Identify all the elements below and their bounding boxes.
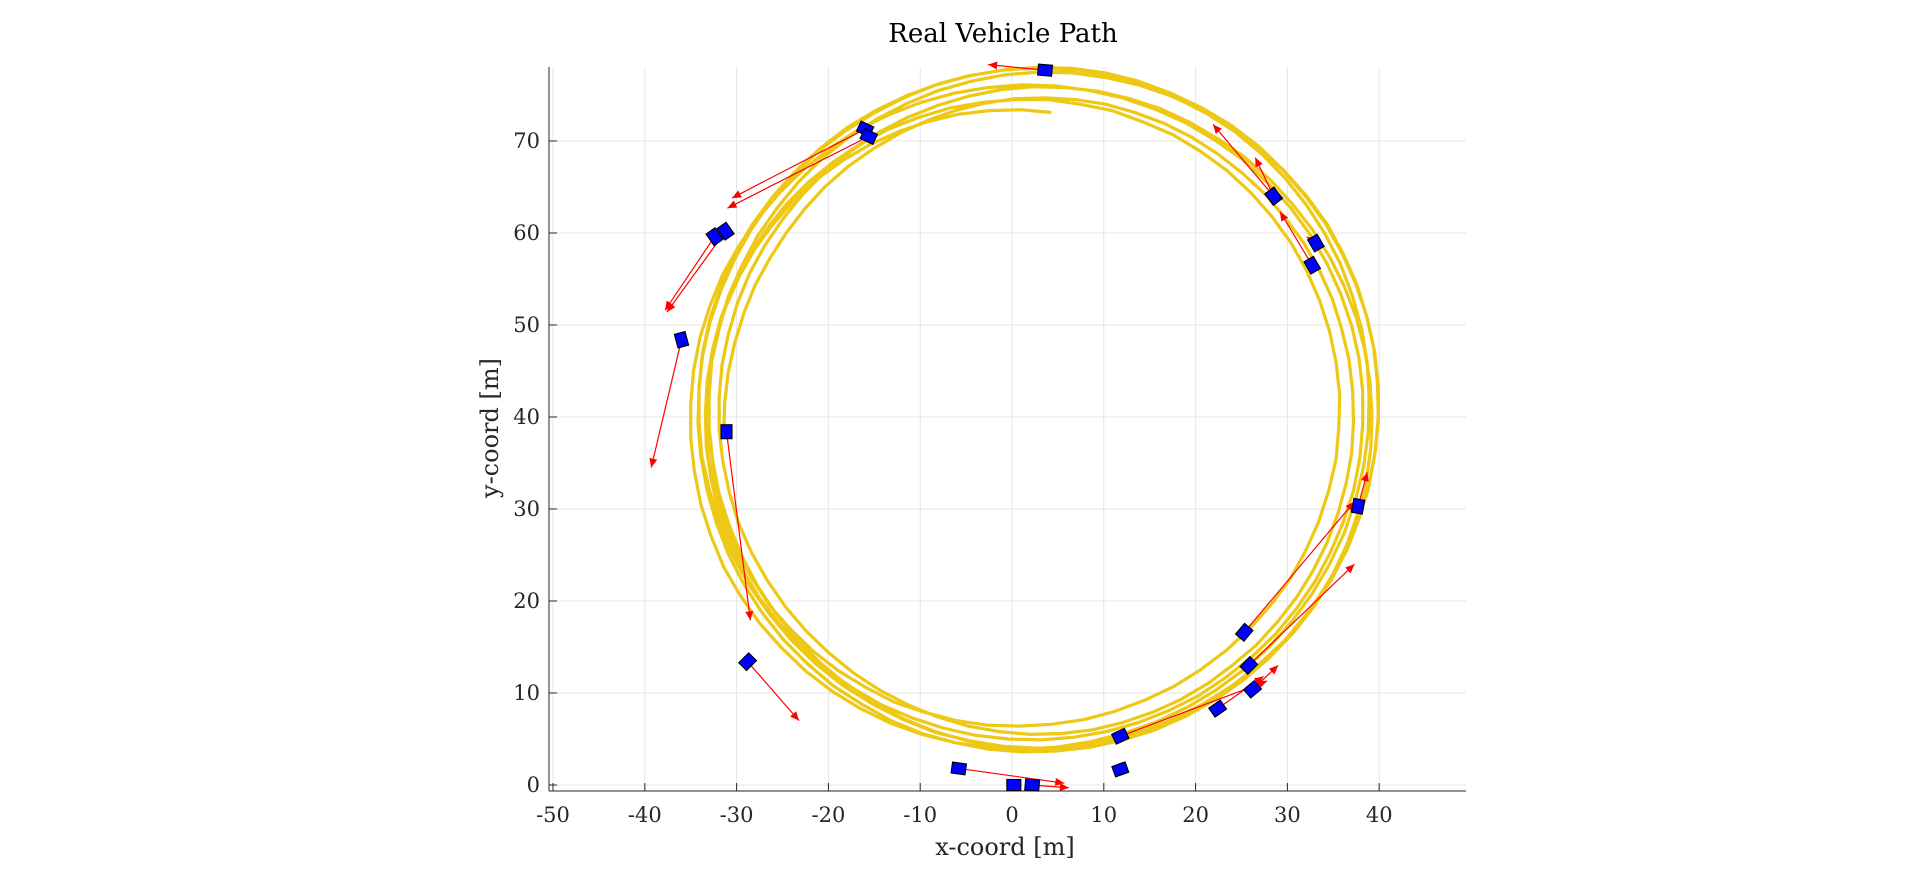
velocity-arrow-head <box>1253 676 1264 685</box>
y-tick-label: 20 <box>513 589 540 613</box>
vehicle-body <box>1234 622 1254 642</box>
vehicle-marker <box>1036 63 1054 77</box>
y-tick-label: 70 <box>513 129 540 153</box>
velocity-arrow-head <box>1213 124 1222 134</box>
velocity-arrows <box>649 61 1369 792</box>
velocity-arrow-head <box>732 190 742 199</box>
velocity-arrow <box>1248 563 1355 666</box>
vehicle-marker <box>1006 778 1022 792</box>
vehicle-marker <box>1264 186 1284 206</box>
vehicle-body <box>705 227 724 247</box>
x-tick-label: 40 <box>1366 803 1393 827</box>
y-tick-label: 60 <box>513 221 540 245</box>
vehicle-marker <box>1306 233 1325 253</box>
y-axis-label: y-coord [m] <box>476 358 504 499</box>
vehicle-marker <box>950 761 968 776</box>
vehicle-body <box>1111 761 1130 778</box>
x-tick-label: 30 <box>1274 803 1301 827</box>
velocity-arrow-head <box>1059 783 1069 792</box>
vehicle-marker <box>1110 727 1130 745</box>
velocity-arrow <box>747 661 800 721</box>
axes <box>548 67 1466 792</box>
x-tick-label: 0 <box>1005 803 1018 827</box>
vehicle-body <box>1239 655 1259 676</box>
velocity-arrow-head <box>745 610 754 621</box>
grid <box>549 67 1466 791</box>
velocity-arrow <box>731 128 866 199</box>
velocity-arrow <box>1279 211 1313 266</box>
velocity-arrow-head <box>664 300 674 311</box>
path-line <box>689 65 1380 754</box>
vehicle-body <box>1036 63 1054 77</box>
x-tick-label: -50 <box>536 803 570 827</box>
vehicle-marker <box>1350 497 1366 515</box>
y-tick-label: 0 <box>527 773 540 797</box>
x-tick-label: 10 <box>1090 803 1117 827</box>
velocity-arrow-head <box>988 61 998 70</box>
vehicle-body <box>716 221 735 241</box>
velocity-arrow-head <box>790 711 800 721</box>
vehicle-body <box>737 652 758 672</box>
x-tick-label: -10 <box>903 803 937 827</box>
x-tick-label: -30 <box>720 803 754 827</box>
x-axis-label: x-coord [m] <box>935 833 1075 861</box>
vehicle-body <box>1242 679 1263 699</box>
vehicle-body <box>1264 186 1284 206</box>
velocity-arrow-head <box>1255 157 1263 168</box>
x-tick-label: -40 <box>628 803 662 827</box>
vehicle-markers <box>673 63 1366 792</box>
velocity-arrow <box>1120 680 1268 737</box>
vehicle-body <box>859 127 879 146</box>
y-tick-label: 30 <box>513 497 540 521</box>
velocity-arrow-head <box>1268 665 1279 675</box>
vehicle-body <box>720 424 733 440</box>
y-tick-label: 40 <box>513 405 540 429</box>
vehicle-marker <box>1111 761 1130 778</box>
velocity-arrow-head <box>727 200 738 209</box>
vehicle-body <box>1024 778 1041 792</box>
vehicle-marker <box>1239 655 1259 676</box>
velocity-arrow <box>727 135 870 209</box>
velocity-arrow <box>725 431 751 621</box>
tick-labels: -50 -40 -30 -20 -10 0 10 20 30 40 0 10 20 30 40 50 60 70 <box>513 129 1392 827</box>
velocity-arrow-head <box>1345 564 1355 574</box>
x-tick-label: -20 <box>811 803 845 827</box>
velocity-arrow <box>664 236 716 311</box>
vehicle-marker <box>673 330 690 349</box>
velocity-arrow <box>1212 124 1275 197</box>
velocity-arrow-head <box>1054 777 1065 786</box>
velocity-arrow <box>1243 501 1355 633</box>
vehicle-marker <box>1024 778 1041 792</box>
velocity-arrow <box>958 767 1065 784</box>
vehicle-body <box>1110 727 1130 745</box>
vehicle-marker <box>859 127 879 146</box>
velocity-arrow-head <box>649 457 658 468</box>
velocity-arrow-head <box>1361 472 1369 482</box>
vehicle-body <box>673 330 690 349</box>
vehicle-marker <box>720 424 733 440</box>
vehicle-marker <box>705 227 724 247</box>
vehicle-marker <box>716 221 735 241</box>
x-tick-label: 20 <box>1182 803 1209 827</box>
y-tick-label: 50 <box>513 313 540 337</box>
chart-title: Real Vehicle Path <box>888 19 1118 49</box>
velocity-arrow-head <box>1280 211 1289 222</box>
vehicle-marker <box>1242 679 1263 699</box>
vehicle-body <box>1350 497 1366 515</box>
vehicle-body <box>1306 233 1325 253</box>
velocity-arrow <box>988 64 1046 71</box>
velocity-arrow <box>650 339 683 468</box>
vehicle-body <box>950 761 968 776</box>
vehicle-marker <box>1207 699 1228 718</box>
vehicle-marker <box>1303 255 1322 275</box>
vehicle-marker <box>737 652 758 672</box>
vehicle-body <box>1207 699 1228 718</box>
vehicle-path <box>689 65 1380 754</box>
y-tick-label: 10 <box>513 681 540 705</box>
vehicle-marker <box>1234 622 1254 642</box>
vehicle-body <box>1006 778 1022 792</box>
vehicle-body <box>1303 255 1322 275</box>
